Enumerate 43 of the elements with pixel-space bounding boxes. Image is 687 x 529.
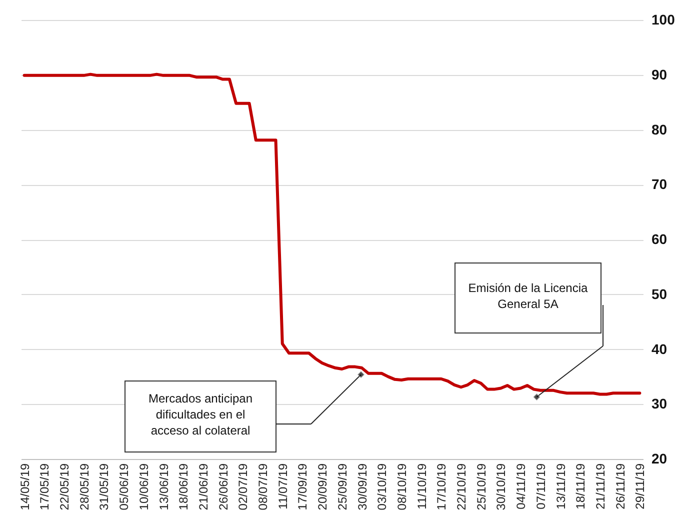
x-tick-label: 21/11/19 — [593, 463, 608, 510]
x-tick-label: 02/07/19 — [236, 463, 250, 510]
x-tick-label: 11/07/19 — [276, 463, 290, 510]
x-tick-label: 17/09/19 — [296, 463, 310, 510]
x-tick-label: 10/06/19 — [136, 463, 151, 510]
x-tick-label: 26/06/19 — [216, 463, 230, 510]
x-tick-label: 08/10/19 — [394, 463, 409, 510]
y-tick-label: 70 — [652, 176, 668, 192]
x-tick-label: 29/11/19 — [633, 463, 648, 510]
x-tick-label: 22/10/19 — [454, 463, 469, 510]
annotation: Emisión de la Licencia General 5A — [468, 281, 588, 311]
x-tick-label: 30/09/19 — [355, 463, 370, 510]
x-tick-label: 03/10/19 — [375, 463, 390, 510]
x-tick-label: 25/10/19 — [474, 463, 488, 510]
x-tick-label: 13/11/19 — [554, 463, 568, 510]
x-tick-label: 13/06/19 — [156, 463, 171, 510]
x-tick-label: 17/10/19 — [434, 463, 449, 510]
x-tick-label: 04/11/19 — [514, 463, 528, 510]
x-tick-label: 31/05/19 — [97, 463, 112, 510]
y-tick-label: 80 — [652, 121, 668, 138]
x-tick-label: 11/10/19 — [414, 463, 429, 510]
x-tick-label: 26/11/19 — [613, 463, 628, 510]
x-tick-label: 18/11/19 — [574, 463, 588, 510]
x-tick-label: 07/11/19 — [534, 463, 548, 510]
y-tick-label: 30 — [652, 396, 668, 412]
x-tick-label: 20/09/19 — [316, 463, 330, 510]
x-tick-label: 17/05/19 — [38, 463, 52, 510]
x-tick-label: 25/09/19 — [335, 463, 350, 510]
x-tick-label: 21/06/19 — [196, 463, 210, 510]
x-tick-label: 14/05/19 — [18, 463, 32, 510]
annotation: Mercados anticipan dificultades en el acceso al colateral — [148, 392, 253, 438]
y-tick-label: 50 — [652, 286, 668, 302]
y-tick-label: 20 — [652, 450, 668, 466]
x-tick-label: 05/06/19 — [117, 463, 132, 510]
x-tick-label: 08/07/19 — [256, 463, 270, 510]
x-tick-label: 30/10/19 — [494, 463, 508, 510]
y-tick-label: 60 — [652, 231, 668, 247]
y-tick-label: 100 — [652, 12, 676, 28]
y-tick-label: 90 — [652, 66, 668, 82]
x-tick-label: 22/05/19 — [58, 463, 72, 510]
x-tick-label: 18/06/19 — [176, 463, 191, 510]
x-tick-label: 28/05/19 — [77, 463, 92, 510]
y-tick-label: 40 — [652, 340, 668, 357]
